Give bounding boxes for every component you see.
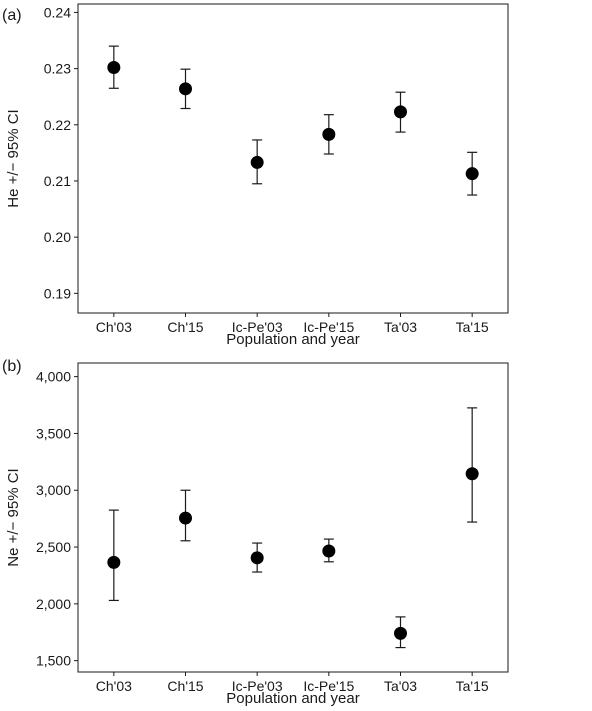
x-axis-title: Population and year [226, 331, 359, 348]
x-tick-label: Ta'03 [384, 678, 417, 694]
panel-b: (b) 1,500 2,000 2,500 3,000 3,500 4,000 Ch'03 Ch… [2, 358, 509, 707]
y-tick-label: 0.19 [44, 285, 71, 301]
y-tick-label: 0.21 [44, 173, 71, 189]
panel-a: (a) 0.19 0.20 0.21 0.22 0.23 0.24 Ch'03 Ch'15 Ic-… [2, 3, 509, 348]
data-point [107, 555, 121, 569]
data-point [465, 167, 479, 181]
x-tick-label: Ta'15 [456, 678, 489, 694]
x-tick-label: Ch'03 [96, 319, 132, 335]
x-tick-label: Ta'15 [456, 319, 489, 335]
x-tick-label: Ic-Pe'15 [303, 319, 354, 335]
error-bar [108, 509, 119, 602]
data-point [465, 467, 479, 481]
y-tick-label: 4,000 [36, 369, 71, 385]
y-tick-label: 0.20 [44, 229, 71, 245]
data-point [322, 127, 336, 141]
data-point [322, 544, 336, 558]
x-tick-label: Ic-Pe'03 [232, 678, 283, 694]
x-axis-title: Population and year [226, 690, 359, 707]
data-point [394, 626, 407, 640]
data-point [179, 511, 192, 525]
data-point [107, 60, 121, 74]
error-bar [467, 407, 478, 523]
y-tick-label: 0.23 [44, 61, 71, 77]
y-tick-label: 2,500 [36, 539, 71, 555]
y-tick-label: 1,500 [36, 653, 71, 669]
x-tick-label: Ic-Pe'03 [232, 319, 283, 335]
data-point [179, 82, 192, 96]
x-tick-label: Ta'03 [384, 319, 417, 335]
data-point [250, 155, 264, 169]
panel-label: (a) [2, 7, 22, 24]
y-tick-label: 2,000 [36, 596, 71, 612]
y-tick-label: 0.24 [44, 4, 71, 20]
x-tick-label: Ch'15 [167, 678, 203, 694]
y-tick-label: 0.22 [44, 117, 71, 133]
x-tick-label: Ch'15 [167, 319, 203, 335]
y-tick-label: 3,500 [36, 425, 71, 441]
y-axis-title: He +/− 95% CI [5, 109, 22, 207]
x-tick-label: Ic-Pe'15 [303, 678, 354, 694]
data-point [394, 105, 407, 119]
data-point [250, 551, 264, 565]
y-axis-title: Ne +/− 95% CI [5, 468, 22, 566]
panel-label: (b) [2, 358, 22, 375]
x-tick-label: Ch'03 [96, 678, 132, 694]
y-tick-label: 3,000 [36, 482, 71, 498]
plot-frame [77, 362, 509, 673]
plot-frame [77, 3, 509, 314]
